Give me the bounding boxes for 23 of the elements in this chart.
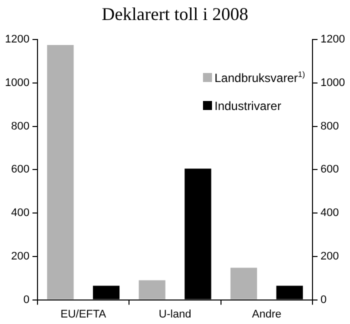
x-tick-label: U-land xyxy=(158,308,192,320)
bar xyxy=(230,268,258,300)
bar xyxy=(47,45,74,300)
y-tick-label: 1200 xyxy=(4,34,30,46)
y2-tick-label: 400 xyxy=(320,207,339,220)
y2-tick-label: 800 xyxy=(320,120,339,132)
x-tick-label: EU/EFTA xyxy=(60,308,107,320)
y-tick-label: 800 xyxy=(11,120,30,132)
y2-tick-label: 200 xyxy=(320,250,339,262)
y2-tick-label: 1000 xyxy=(320,77,346,89)
y-tick-label: 1000 xyxy=(4,77,30,89)
y2-tick-label: 600 xyxy=(320,164,339,176)
y2-tick-label: 1200 xyxy=(320,34,346,46)
chart-title: Deklarert toll i 2008 xyxy=(100,4,250,25)
legend-label: Landbruksvarer$^{1)}$ xyxy=(214,70,306,85)
y-tick-label: 600 xyxy=(11,164,30,176)
y-tick-label: 0 xyxy=(23,294,30,306)
bar xyxy=(138,280,166,300)
legend-label: Industrivarer xyxy=(214,98,282,113)
y2-tick-label: 0 xyxy=(320,294,327,306)
y-tick-label: 400 xyxy=(11,207,30,220)
x-tick-label: Andre xyxy=(252,308,282,320)
y-tick-label: 200 xyxy=(11,250,30,262)
